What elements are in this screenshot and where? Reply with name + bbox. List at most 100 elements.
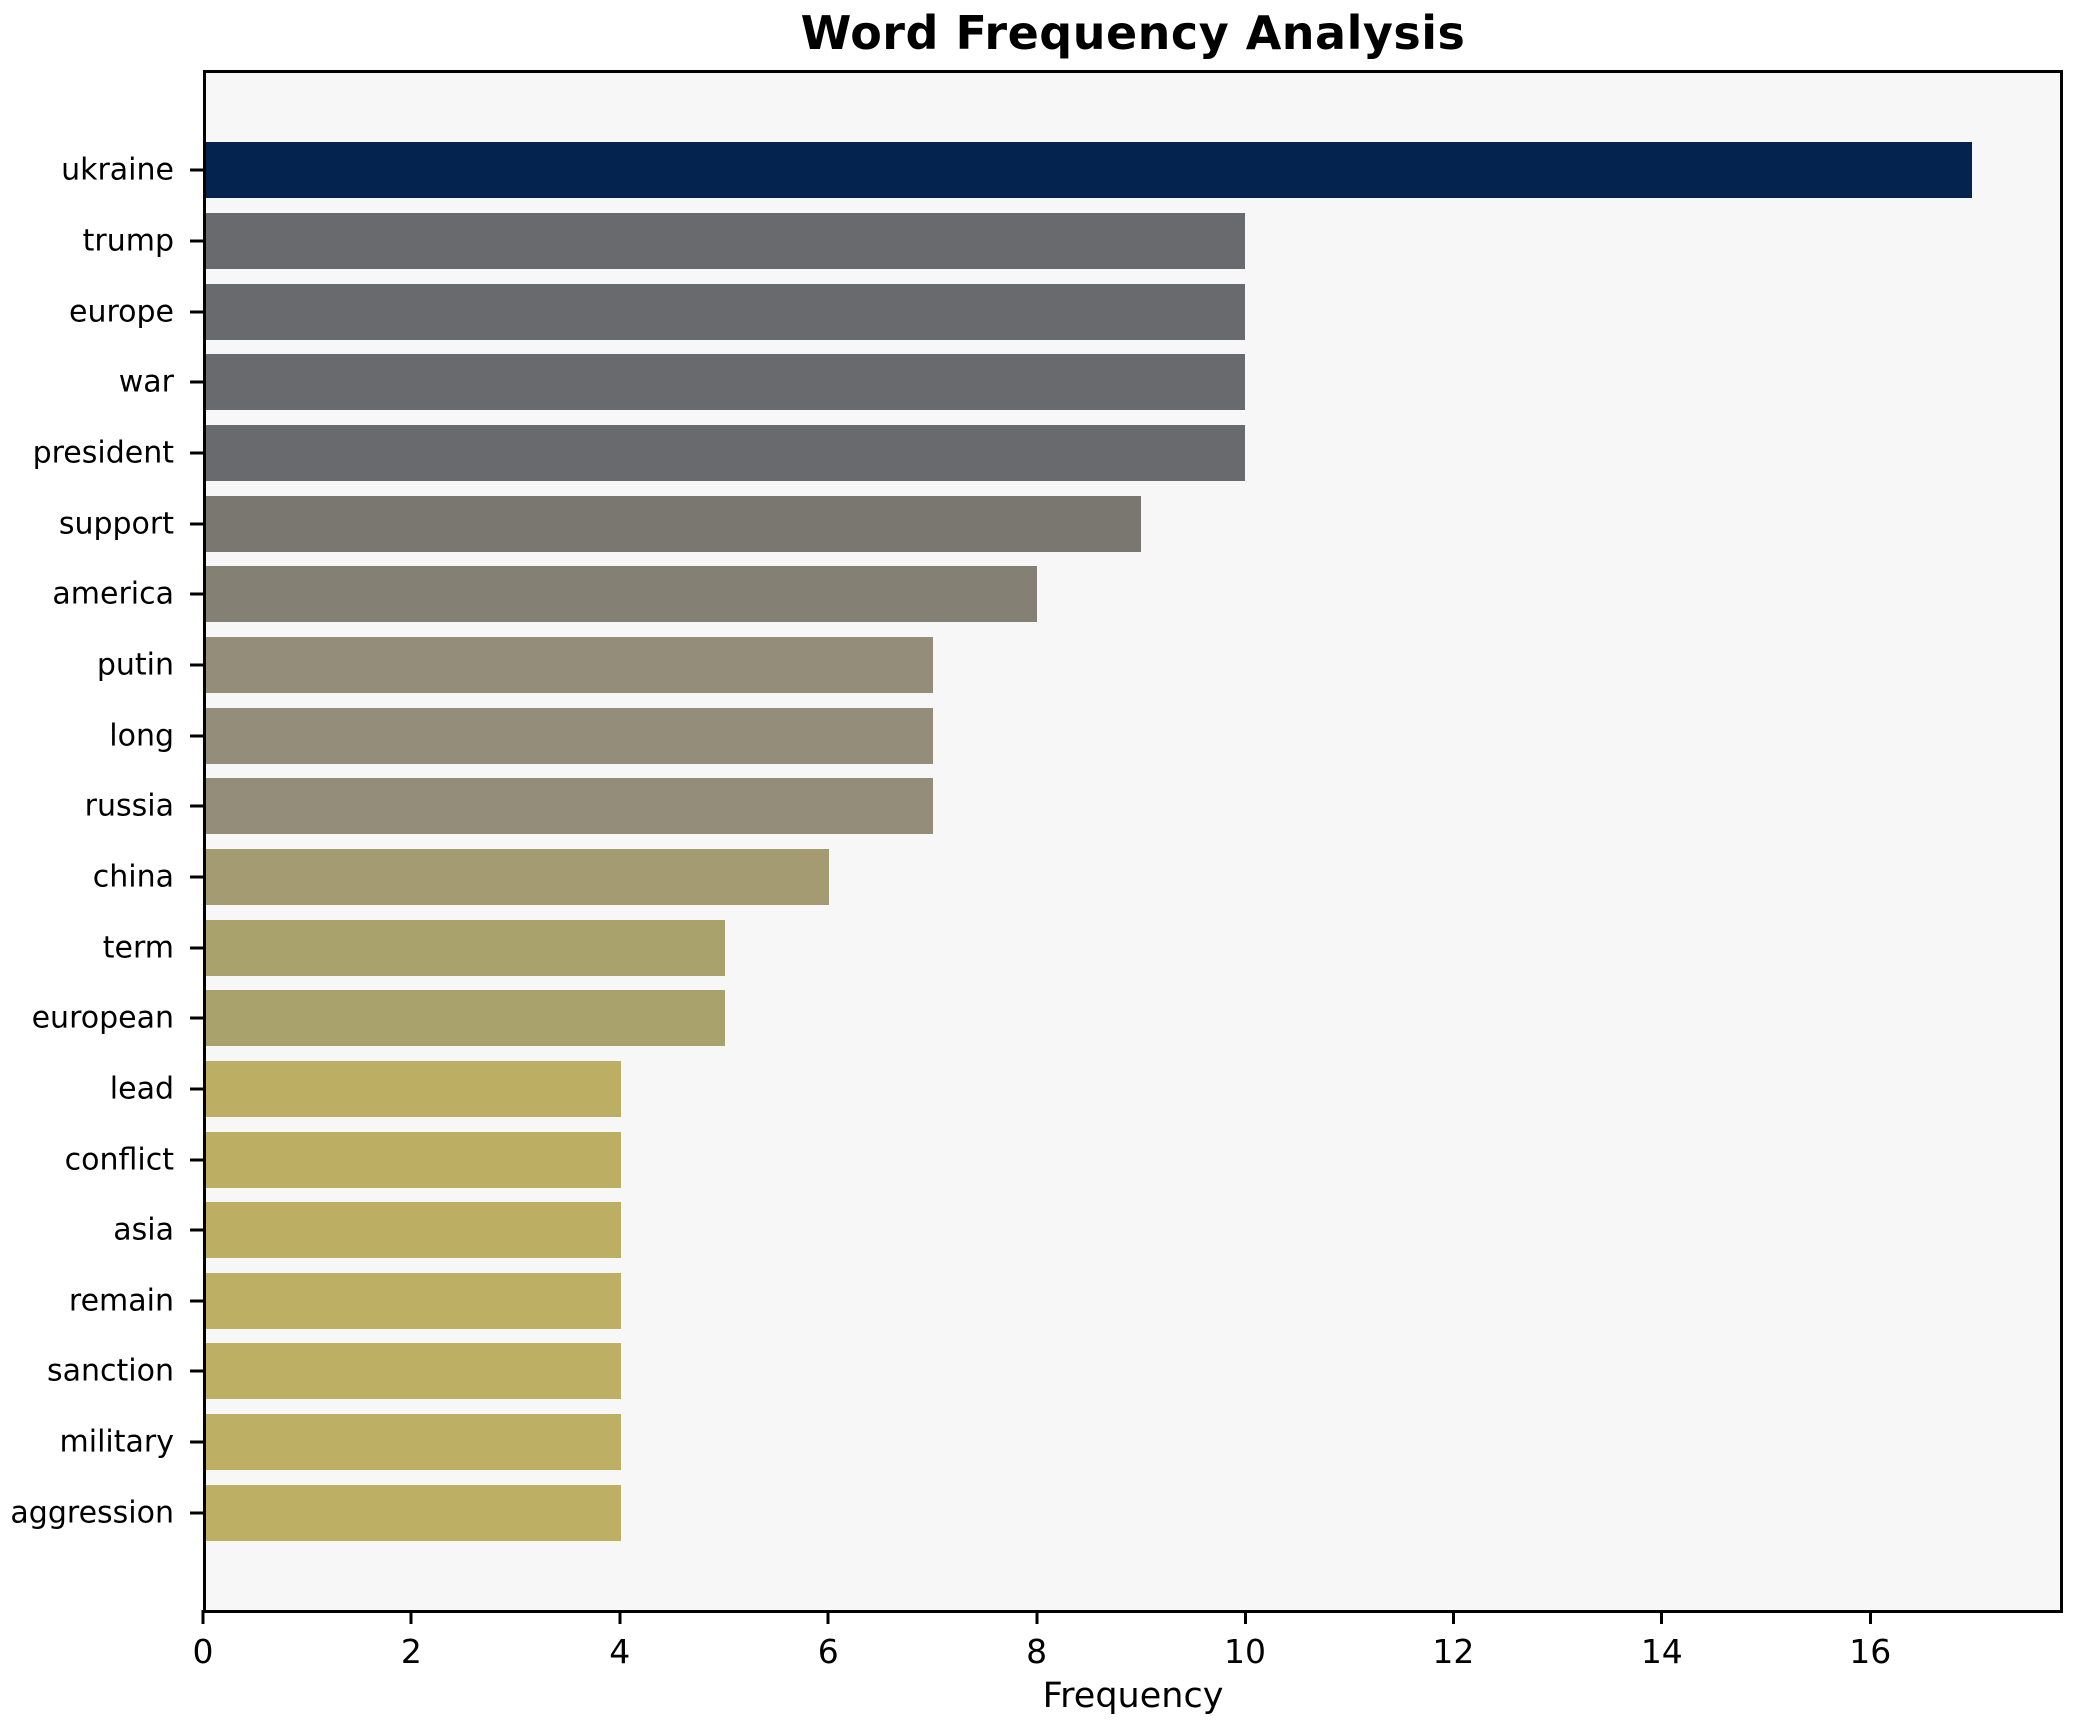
x-tick (201, 1610, 205, 1624)
x-axis-label: Frequency (1042, 1676, 1224, 1716)
plot-area: ukraine trump europe war president support ame… (10, 70, 2063, 1671)
bar (206, 495, 1141, 552)
bar (206, 424, 1245, 481)
bar (206, 1343, 622, 1400)
bar (206, 1484, 622, 1541)
y-tick-label: president (32, 435, 174, 471)
x-tick-label: 14 (1640, 1632, 1683, 1671)
y-tick (190, 451, 203, 455)
y-tick (190, 1369, 203, 1373)
x-tick-group: 16 (1849, 1610, 1891, 1671)
y-tick-label: trump (82, 223, 174, 259)
bar-row: war (119, 347, 2060, 418)
bar-row: sanction (47, 1336, 2060, 1407)
x-tick-group: 10 (1224, 1610, 1266, 1671)
y-tick (190, 1016, 203, 1020)
bar-row: lead (110, 1054, 2060, 1125)
x-tick-group: 2 (401, 1610, 422, 1671)
x-tick (1660, 1610, 1664, 1624)
bar-row: remain (69, 1266, 2060, 1337)
bar-row: military (60, 1407, 2060, 1478)
y-tick-label: long (109, 718, 174, 754)
bar-row: america (52, 559, 2060, 630)
bar-row: ukraine (61, 135, 2060, 206)
y-tick-label: asia (113, 1212, 174, 1248)
x-tick-label: 6 (817, 1632, 839, 1671)
bar-row: trump (83, 206, 2060, 277)
y-tick (190, 380, 203, 384)
x-tick-group: 6 (818, 1610, 839, 1671)
x-tick (1868, 1610, 1872, 1624)
bar-row: president (33, 418, 2060, 489)
y-tick-label: war (118, 364, 174, 400)
bar-row: conflict (65, 1124, 2060, 1195)
x-tick-label: 4 (609, 1632, 631, 1671)
x-tick-label: 16 (1849, 1632, 1892, 1671)
bar (206, 1060, 622, 1117)
x-tick-group: 12 (1432, 1610, 1474, 1671)
y-tick (190, 663, 203, 667)
bar (206, 283, 1245, 340)
bar (206, 848, 830, 905)
bar (206, 1131, 622, 1188)
y-tick (190, 1299, 203, 1303)
x-tick-label: 8 (1026, 1632, 1048, 1671)
bar (206, 354, 1245, 411)
y-tick-label: aggression (10, 1495, 174, 1531)
x-tick-label: 10 (1224, 1632, 1267, 1671)
y-tick-label: term (102, 930, 174, 966)
y-tick (190, 875, 203, 879)
y-tick-label: sanction (47, 1353, 174, 1389)
bar (206, 1414, 622, 1471)
bar-row: term (103, 912, 2060, 983)
y-tick (190, 1087, 203, 1091)
y-tick-label: remain (68, 1283, 174, 1319)
x-tick-label: 12 (1432, 1632, 1475, 1671)
y-tick-label: america (52, 576, 174, 612)
bar (206, 919, 726, 976)
x-tick-group: 4 (609, 1610, 630, 1671)
x-tick-group: 8 (1026, 1610, 1047, 1671)
bar (206, 212, 1245, 269)
bar-row: support (59, 488, 2060, 559)
bar (206, 1202, 622, 1259)
x-axis: 0 2 4 6 8 10 12 14 16 (193, 1610, 2063, 1680)
bar-row: china (93, 842, 2060, 913)
bar-row: europe (69, 276, 2060, 347)
y-tick (190, 1228, 203, 1232)
bar-row: long (109, 700, 2060, 771)
x-tick (409, 1610, 413, 1624)
y-tick-label: support (58, 506, 174, 542)
y-tick-label: russia (84, 788, 174, 824)
y-tick (190, 946, 203, 950)
y-tick (190, 804, 203, 808)
bars-container: ukraine trump europe war president support ame… (10, 73, 2060, 1610)
x-tick (826, 1610, 830, 1624)
x-tick (618, 1610, 622, 1624)
x-tick-label: 2 (400, 1632, 422, 1671)
y-tick (190, 239, 203, 243)
chart-title: Word Frequency Analysis (800, 6, 1466, 60)
bar (206, 636, 934, 693)
y-tick-label: european (31, 1000, 174, 1036)
bar (206, 778, 934, 835)
bar-row: russia (85, 771, 2060, 842)
x-tick (1243, 1610, 1247, 1624)
y-tick-label: military (59, 1424, 174, 1460)
x-tick (1035, 1610, 1039, 1624)
y-tick (190, 1440, 203, 1444)
y-tick (190, 310, 203, 314)
bar-row: aggression (10, 1477, 2060, 1548)
y-tick (190, 1158, 203, 1162)
y-tick-label: conflict (64, 1142, 174, 1178)
bar-row: asia (113, 1195, 2060, 1266)
y-tick (190, 522, 203, 526)
bar (206, 707, 934, 764)
x-tick-group: 14 (1641, 1610, 1683, 1671)
y-tick-label: putin (96, 647, 174, 683)
bar-row: european (32, 983, 2060, 1054)
y-tick (190, 734, 203, 738)
bar-row: putin (97, 630, 2060, 701)
y-tick-label: china (92, 859, 174, 895)
